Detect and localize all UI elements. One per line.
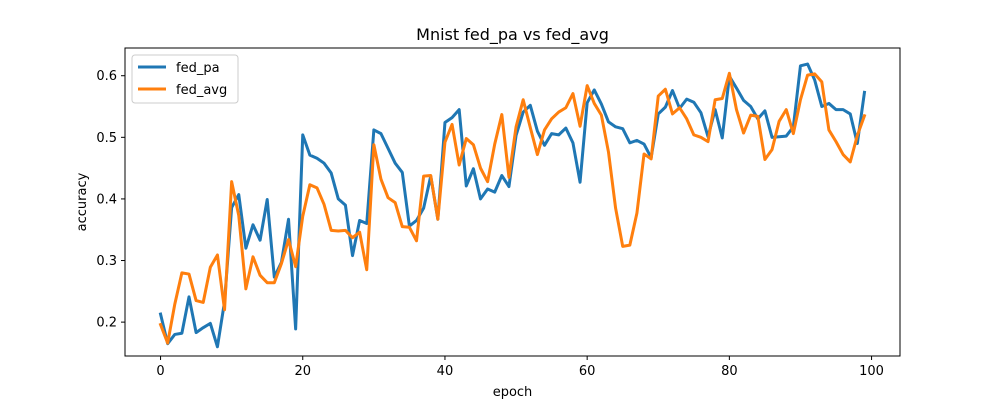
x-axis-ticks: 0 20 40 60 80 100 [156,356,884,379]
x-tick-label: 80 [721,364,738,379]
x-tick-label: 60 [579,364,596,379]
plot-frame [124,47,901,357]
y-tick-label: 0.2 [96,316,117,331]
series-line-fed-avg [158,71,867,345]
x-tick-label: 40 [437,364,454,379]
y-tick-label: 0.6 [96,69,117,84]
y-tick-label: 0.5 [96,131,117,146]
x-tick-label: 0 [156,364,164,379]
y-tick-label: 0.4 [96,192,117,207]
legend: fed_pa fed_avg [131,54,239,104]
x-axis-label: epoch [493,385,533,400]
x-tick-label: 20 [294,364,311,379]
x-tick-label: 100 [859,364,884,379]
legend-label-fed-pa: fed_pa [176,61,220,76]
series-layer [158,62,867,349]
y-axis-ticks: 0.2 0.3 0.4 0.5 0.6 [96,69,125,331]
chart-title: Mnist fed_pa vs fed_avg [416,25,609,45]
legend-label-fed-avg: fed_avg [176,83,227,98]
y-axis-label: accuracy [75,172,90,231]
y-tick-label: 0.3 [96,254,117,269]
